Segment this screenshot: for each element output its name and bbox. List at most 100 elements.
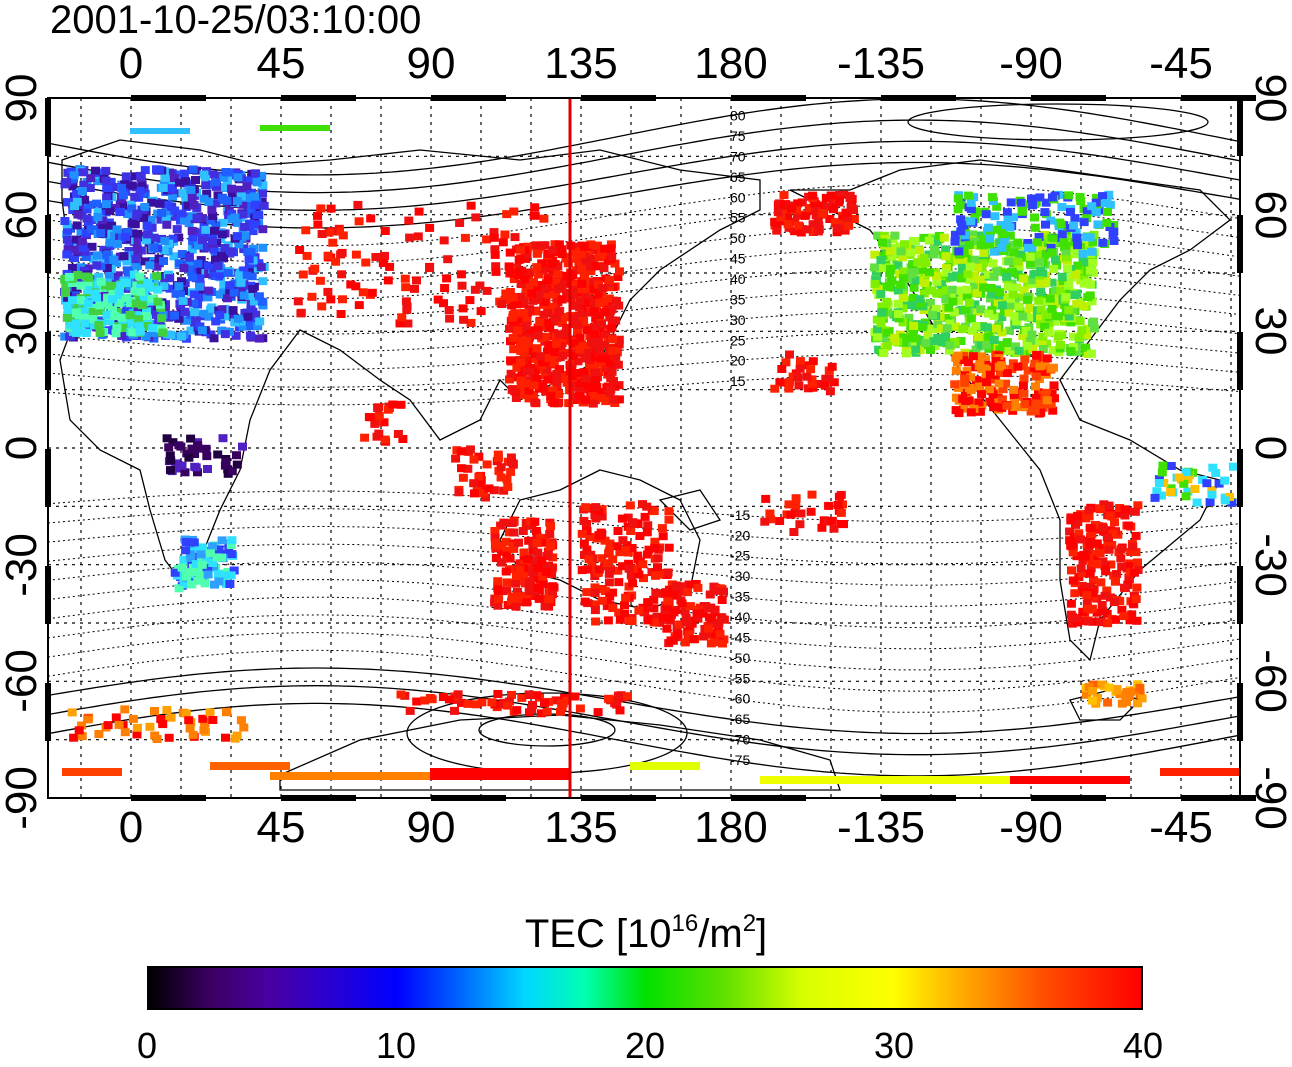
tec-cell [1098, 557, 1108, 566]
tec-cell [538, 383, 548, 392]
tec-cell [588, 295, 598, 304]
tec-cell [354, 301, 364, 310]
tec-cell [147, 198, 157, 207]
tec-cell [1078, 256, 1088, 265]
tec-cell [1097, 600, 1107, 609]
tec-cell [184, 716, 194, 725]
tec-cell [595, 298, 605, 307]
tec-cell [925, 298, 935, 307]
tec-cell [995, 345, 1005, 354]
tec-cell [136, 171, 146, 180]
tec-cell [255, 317, 265, 326]
tec-cell [153, 297, 163, 306]
tec-cell [663, 597, 673, 606]
tec-cell [513, 588, 522, 596]
contour-label: 30 [730, 312, 746, 328]
tec-cell [590, 600, 600, 609]
tec-cell [496, 473, 506, 482]
tec-cell [992, 324, 1001, 333]
tec-cell [873, 325, 882, 334]
tec-cell [471, 213, 481, 222]
contour-label: 50 [730, 230, 746, 246]
tec-cell [189, 290, 199, 299]
tec-cell [73, 271, 83, 279]
tec-cell [776, 213, 786, 222]
tec-cell [62, 313, 72, 322]
tec-cell [506, 357, 516, 366]
frame-segment [131, 795, 206, 801]
tec-cell [1088, 593, 1098, 602]
tec-cell [554, 330, 564, 339]
tec-cell [93, 208, 103, 216]
tec-cell [548, 302, 558, 311]
tec-cell [187, 444, 197, 453]
tec-cell [835, 195, 844, 204]
tec-cell [1092, 608, 1102, 617]
tec-cell [210, 226, 219, 235]
tec-cell [806, 365, 816, 374]
tec-cell [72, 189, 82, 198]
map-title-timestamp: 2001-10-25/03:10:00 [50, 0, 422, 42]
tec-cell [934, 231, 944, 240]
tec-cell [846, 203, 856, 212]
top-lon-tick: -45 [1149, 39, 1213, 88]
tec-cell [951, 393, 961, 402]
tec-cell [1014, 346, 1024, 355]
tec-cell [244, 255, 254, 264]
tec-cell [987, 290, 997, 299]
tec-cell [373, 404, 383, 413]
tec-cell [599, 341, 609, 349]
tec-cell [591, 376, 600, 385]
tec-cell [1023, 239, 1033, 247]
contour-label: 80 [730, 108, 746, 124]
tec-cell [475, 281, 485, 290]
tec-cell [603, 352, 613, 361]
tec-cell [496, 558, 506, 567]
tec-cell [1048, 346, 1058, 355]
tec-cell [159, 282, 169, 291]
tec-cell [611, 353, 621, 362]
tec-cell [600, 536, 610, 545]
tec-cell [238, 442, 247, 451]
tec-cell [600, 587, 610, 596]
tec-cell [245, 317, 255, 326]
tec-cell [198, 261, 208, 269]
tec-cell [575, 704, 585, 713]
tec-cell [568, 271, 578, 279]
tec-cell [229, 566, 239, 575]
tec-cell [177, 250, 187, 258]
tec-cell [1068, 576, 1078, 585]
tec-cell [678, 587, 688, 596]
tec-cell [76, 281, 86, 290]
tec-cell [346, 280, 356, 289]
tec-cell [939, 233, 949, 242]
tec-cell [800, 211, 810, 220]
tec-cell [184, 568, 194, 577]
tec-cell [510, 309, 520, 318]
tec-cell [795, 520, 805, 529]
tec-cell [1028, 344, 1037, 353]
tec-cell [1081, 343, 1091, 352]
tec-cell [553, 284, 563, 293]
tec-cell [121, 232, 130, 241]
tec-cell [597, 354, 607, 363]
top-lon-tick: 45 [256, 39, 306, 88]
tec-cell [946, 291, 956, 300]
tec-cell [827, 516, 837, 525]
tec-cell [575, 303, 585, 312]
tec-cell [221, 458, 231, 467]
tec-cell [786, 510, 796, 519]
tec-cell [252, 176, 262, 184]
tec-cell [236, 192, 246, 201]
tec-cell [113, 239, 123, 248]
tec-cell [818, 209, 828, 217]
tec-cell [615, 548, 625, 557]
tec-cell [515, 565, 525, 574]
tec-cell [623, 513, 633, 522]
tec-cell [931, 325, 941, 334]
colorbar-tick: 0 [136, 1025, 158, 1066]
tec-cell [506, 369, 516, 378]
tec-cell [1150, 493, 1160, 502]
tec-cell [1014, 302, 1024, 311]
tec-cell [614, 691, 623, 700]
